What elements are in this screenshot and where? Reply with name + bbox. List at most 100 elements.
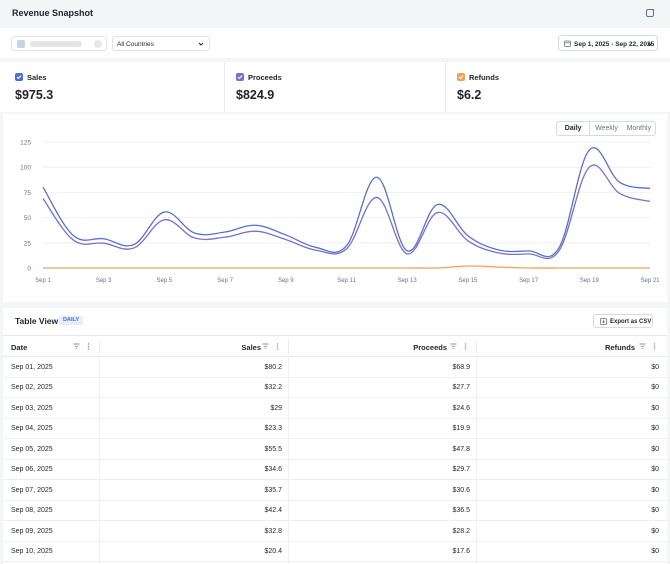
series-line-1 xyxy=(42,164,651,260)
y-tick-label: 100 xyxy=(20,165,31,172)
x-tick-label: Sep 21 xyxy=(640,278,660,284)
cell-proceeds: $29.7 xyxy=(452,466,470,473)
cell-sales: $20.4 xyxy=(264,548,282,555)
cell-date: Sep 05, 2025 xyxy=(11,445,53,453)
metric-proceeds[interactable]: Proceeds $824.9 xyxy=(236,62,436,112)
country-select[interactable]: All Countries xyxy=(112,36,210,51)
cell-proceeds: $19.9 xyxy=(452,425,470,432)
country-select-value: All Countries xyxy=(117,41,154,48)
table-row[interactable]: Sep 05, 2025 $55.5 $47.8 $0 xyxy=(3,439,667,460)
granularity-monthly-button[interactable]: Monthly xyxy=(626,125,652,132)
chevron-down-icon xyxy=(198,42,204,46)
cell-refunds: $0 xyxy=(651,527,659,535)
cell-refunds: $0 xyxy=(651,425,659,432)
cell-refunds: $0 xyxy=(651,486,659,494)
table-row[interactable]: Sep 08, 2025 $42.4 $36.5 $0 xyxy=(3,501,667,521)
y-tick-label: 125 xyxy=(20,140,31,147)
revenue-chart-card: Daily Weekly Monthly 0 25 50 75 100 125 Sep 1 S… xyxy=(3,114,667,302)
divider xyxy=(224,62,225,112)
column-header-refunds[interactable]: Refunds xyxy=(605,343,635,352)
column-header-proceeds[interactable]: Proceeds xyxy=(413,343,447,352)
series-line-2 xyxy=(42,265,650,269)
granularity-daily-button[interactable]: Daily xyxy=(557,122,591,135)
y-tick-label: 50 xyxy=(24,215,32,222)
cell-date: Sep 06, 2025 xyxy=(11,466,53,473)
column-separator[interactable] xyxy=(476,340,477,354)
table-row[interactable]: Sep 07, 2025 $35.7 $30.6 $0 xyxy=(3,480,667,501)
app-icon xyxy=(17,40,25,48)
x-tick-label: Sep 17 xyxy=(519,278,539,284)
column-separator[interactable] xyxy=(99,340,100,354)
date-range-picker[interactable]: Sep 1, 2025 - Sep 22, 2025 xyxy=(558,35,658,51)
series-line-0 xyxy=(42,147,651,258)
metric-refunds[interactable]: Refunds $6.2 xyxy=(457,62,657,112)
metric-label: Refunds xyxy=(469,73,499,82)
cell-proceeds: $27.7 xyxy=(452,384,470,391)
cell-refunds: $0 xyxy=(651,384,659,391)
column-header-date[interactable]: Date xyxy=(11,343,28,352)
table-row[interactable]: Sep 06, 2025 $34.6 $29.7 $0 xyxy=(3,460,667,480)
granularity-weekly-button[interactable]: Weekly xyxy=(595,125,618,132)
column-separator[interactable] xyxy=(288,340,289,354)
table-row[interactable]: Sep 03, 2025 $29 $24.6 $0 xyxy=(3,398,667,419)
table-row[interactable]: Sep 10, 2025 $20.4 $17.6 $0 xyxy=(3,542,667,562)
app-select[interactable] xyxy=(11,36,107,51)
more-vertical-icon[interactable] xyxy=(651,343,658,350)
column-header-sales[interactable]: Sales xyxy=(241,343,261,352)
x-tick-label: Sep 1 xyxy=(35,278,51,284)
cell-sales: $32.8 xyxy=(264,527,282,535)
table-header: Date Sales Proceeds Refunds xyxy=(3,335,667,357)
metric-value: $824.9 xyxy=(236,88,275,102)
column-separator xyxy=(288,357,289,564)
column-separator xyxy=(476,357,477,564)
more-vertical-icon[interactable] xyxy=(274,343,281,350)
cell-refunds: $0 xyxy=(651,548,659,555)
metric-sales[interactable]: Sales $975.3 xyxy=(15,62,215,112)
table-row[interactable]: Sep 02, 2025 $32.2 $27.7 $0 xyxy=(3,378,667,398)
checkbox-checked-icon[interactable] xyxy=(457,73,465,81)
checkbox-checked-icon[interactable] xyxy=(15,73,23,81)
metric-value: $975.3 xyxy=(15,88,54,102)
cell-refunds: $0 xyxy=(651,404,659,412)
filter-icon[interactable] xyxy=(450,343,457,350)
page-title: Revenue Snapshot xyxy=(12,8,94,18)
cell-sales: $34.6 xyxy=(264,466,282,473)
x-tick-label: Sep 3 xyxy=(96,278,112,284)
expand-icon[interactable] xyxy=(645,8,655,18)
app-name-redacted xyxy=(30,41,82,47)
cell-proceeds: $47.8 xyxy=(452,445,470,453)
metric-value: $6.2 xyxy=(457,88,482,102)
cell-date: Sep 03, 2025 xyxy=(11,404,53,412)
cell-proceeds: $24.6 xyxy=(452,404,470,412)
checkbox-checked-icon[interactable] xyxy=(236,73,244,81)
y-tick-label: 0 xyxy=(27,266,31,273)
metric-label: Proceeds xyxy=(248,73,282,82)
more-vertical-icon[interactable] xyxy=(462,343,469,350)
granularity-toggle: Daily Weekly Monthly xyxy=(556,121,656,136)
cell-date: Sep 07, 2025 xyxy=(11,486,53,494)
metric-label: Sales xyxy=(27,73,47,82)
cell-proceeds: $17.6 xyxy=(452,548,470,555)
table-row[interactable]: Sep 09, 2025 $32.8 $28.2 $0 xyxy=(3,521,667,542)
more-vertical-icon[interactable] xyxy=(85,343,92,350)
filter-icon[interactable] xyxy=(73,343,80,350)
filter-icon[interactable] xyxy=(262,343,269,350)
column-separator xyxy=(99,357,100,564)
cell-refunds: $0 xyxy=(651,466,659,473)
export-icon xyxy=(600,318,607,325)
cell-proceeds: $28.2 xyxy=(452,527,470,535)
divider xyxy=(445,62,446,112)
table-row[interactable]: Sep 04, 2025 $23.3 $19.9 $0 xyxy=(3,419,667,439)
cell-sales: $29 xyxy=(270,404,282,412)
table-title: Table View xyxy=(15,316,59,326)
revenue-line-chart: 0 25 50 75 100 125 Sep 1 Sep 3 Sep 5 Sep 7 Sep 9 Se… xyxy=(20,140,660,285)
table-row[interactable]: Sep 01, 2025 $80.2 $68.9 $0 xyxy=(3,357,667,378)
export-csv-button[interactable]: Export as CSV xyxy=(593,314,653,328)
cell-refunds: $0 xyxy=(651,363,659,371)
x-tick-label: Sep 13 xyxy=(398,278,418,284)
filter-icon[interactable] xyxy=(639,343,646,350)
cell-date: Sep 04, 2025 xyxy=(11,425,53,432)
x-tick-label: Sep 19 xyxy=(580,278,600,284)
cell-date: Sep 02, 2025 xyxy=(11,384,53,391)
clear-icon[interactable] xyxy=(94,40,102,48)
